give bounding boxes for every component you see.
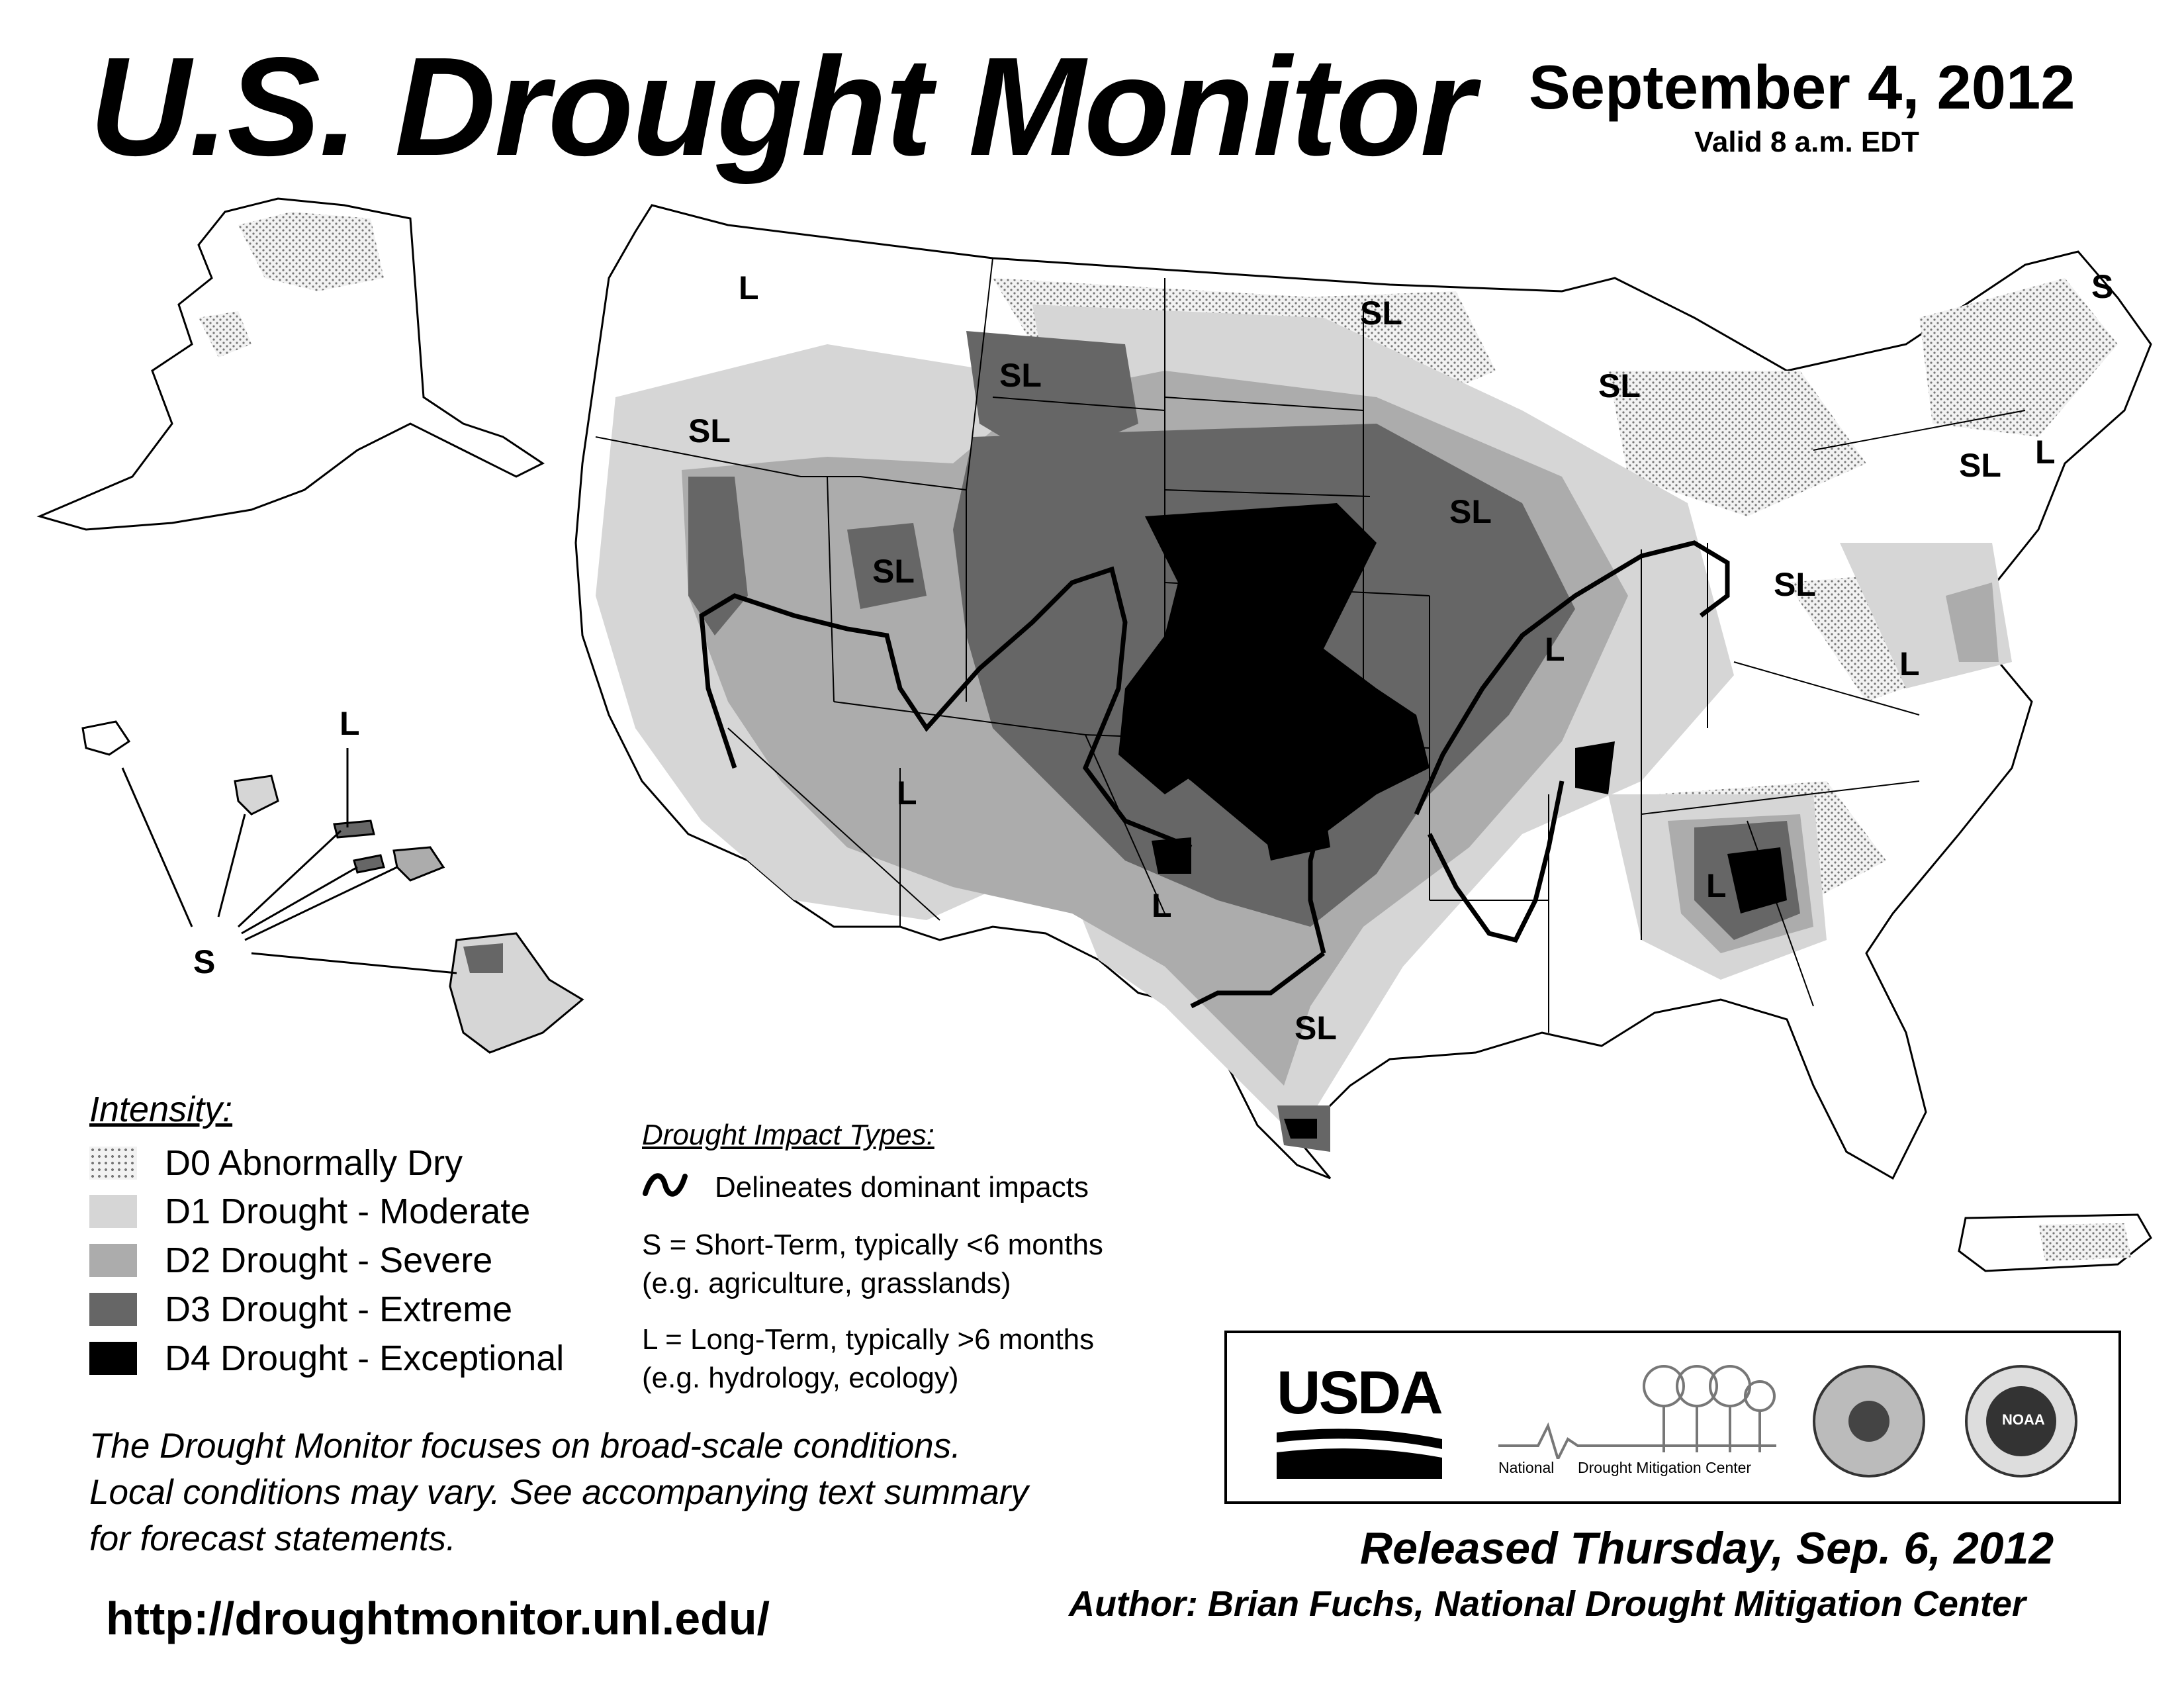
hawaii: [81, 720, 584, 1054]
map-label-hi-s: S: [193, 943, 215, 980]
map-label-az-l: L: [897, 774, 917, 812]
map-label-ut-sl: SL: [872, 553, 915, 590]
legend-heading: Intensity:: [89, 1090, 233, 1129]
impact-short-example: (e.g. agriculture, grasslands): [642, 1267, 1011, 1299]
legend-label-d0: D0 Abnormally Dry: [165, 1143, 463, 1183]
legend-item-d2: D2 Drought - Severe: [89, 1241, 492, 1280]
map-label-nd-sl: SL: [1360, 295, 1402, 332]
map-label-tx-sl: SL: [1295, 1009, 1337, 1047]
impact-long-example: (e.g. hydrology, ecology): [642, 1362, 959, 1394]
disclaimer: The Drought Monitor focuses on broad-sca…: [89, 1423, 1028, 1562]
author: Author: Brian Fuchs, National Drought Mi…: [1069, 1584, 2026, 1624]
map-label-nw-sl: SL: [688, 412, 731, 449]
website-link[interactable]: http://droughtmonitor.unl.edu/: [106, 1593, 770, 1644]
usda-logo-swoosh: [1277, 1429, 1442, 1479]
release-date: Released Thursday, Sep. 6, 2012: [1360, 1523, 2054, 1573]
legend-item-d4: D4 Drought - Exceptional: [89, 1338, 564, 1378]
map-label-me-s: S: [2091, 268, 2113, 305]
legend-item-d1: D1 Drought - Moderate: [89, 1192, 530, 1231]
ndmc-label-national: National: [1498, 1459, 1555, 1476]
map-label-hi-l: L: [340, 705, 360, 742]
map-label-ga-l: L: [1706, 867, 1727, 904]
noaa-seal-text: NOAA: [2002, 1411, 2045, 1428]
map-label-ok-l: L: [1152, 887, 1172, 924]
legend-item-d0: D0 Abnormally Dry: [89, 1143, 463, 1183]
disclaimer-line-3: for forecast statements.: [89, 1519, 456, 1558]
impact-line-icon: [643, 1173, 688, 1197]
ndmc-logo-trees: [1498, 1365, 1776, 1459]
impact-long-term: L = Long-Term, typically >6 months: [642, 1323, 1095, 1356]
logo-panel: USDA National Drought Mitigation Center …: [1224, 1331, 2121, 1504]
commerce-seal-icon: [1813, 1365, 1925, 1477]
map-label-va-l: L: [1899, 645, 1920, 682]
map-label-ak-l: L: [739, 269, 759, 306]
puerto-rico: [1958, 1213, 2152, 1272]
legend-item-d3: D3 Drought - Extreme: [89, 1289, 512, 1329]
map-label-in-l: L: [1545, 631, 1565, 668]
valid-time: Valid 8 a.m. EDT: [1694, 126, 1919, 158]
legend-swatch-d1: [89, 1195, 137, 1228]
impact-delineates: Delineates dominant impacts: [715, 1171, 1089, 1203]
map-label-mt-sl: SL: [999, 357, 1042, 394]
legend-swatch-d2: [89, 1244, 137, 1277]
legend-label-d3: D3 Drought - Extreme: [165, 1289, 513, 1329]
legend-label-d1: D1 Drought - Moderate: [165, 1192, 531, 1231]
legend-swatch-d4: [89, 1342, 137, 1375]
map-label-ia-sl: SL: [1449, 493, 1492, 530]
legend-label-d2: D2 Drought - Severe: [165, 1241, 493, 1280]
noaa-seal-icon: NOAA: [1965, 1365, 2077, 1477]
disclaimer-line-1: The Drought Monitor focuses on broad-sca…: [89, 1427, 961, 1466]
map-label-oh-sl: SL: [1774, 566, 1816, 603]
legend-label-d4: D4 Drought - Exceptional: [165, 1338, 565, 1378]
impact-heading: Drought Impact Types:: [642, 1119, 934, 1151]
ndmc-label-center: Drought Mitigation Center: [1578, 1459, 1752, 1476]
map-date: September 4, 2012: [1529, 52, 2075, 122]
map-label-ne-sl: SL: [1959, 447, 2001, 484]
disclaimer-line-2: Local conditions may vary. See accompany…: [89, 1473, 1028, 1512]
map-label-wi-sl: SL: [1598, 367, 1641, 404]
conus: [574, 204, 2152, 1180]
legend-swatch-d3: [89, 1293, 137, 1326]
alaska: [36, 197, 545, 531]
usda-logo: USDA: [1277, 1359, 1443, 1427]
impact-short-term: S = Short-Term, typically <6 months: [642, 1229, 1103, 1261]
page-title: U.S. Drought Monitor: [89, 28, 1475, 185]
legend-swatch-d0: [89, 1147, 137, 1180]
map-label-ne-l: L: [2035, 434, 2056, 471]
